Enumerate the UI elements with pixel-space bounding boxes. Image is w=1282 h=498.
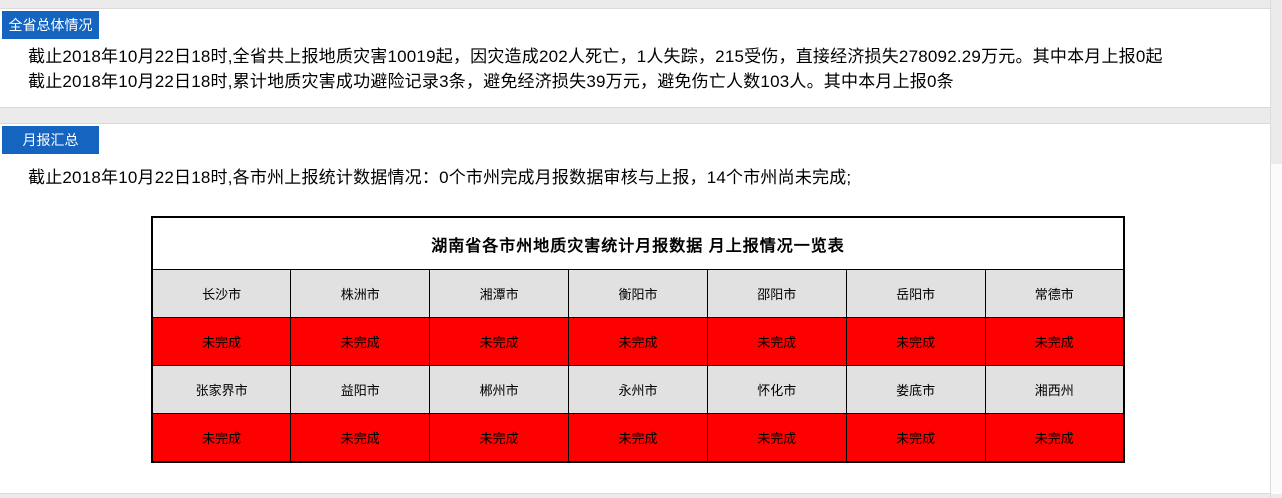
status-cell: 未完成 bbox=[151, 413, 292, 463]
status-cell: 未完成 bbox=[984, 317, 1125, 366]
status-row: 未完成 未完成 未完成 未完成 未完成 未完成 未完成 bbox=[151, 413, 1125, 463]
city-name-cell: 娄底市 bbox=[845, 365, 986, 414]
status-cell: 未完成 bbox=[984, 413, 1125, 463]
city-row: 张家界市 益阳市 郴州市 永州市 怀化市 娄底市 湘西州 bbox=[151, 365, 1125, 414]
status-cell: 未完成 bbox=[845, 317, 986, 366]
table-title: 湖南省各市州地质灾害统计月报数据 月上报情况一览表 bbox=[151, 216, 1125, 270]
status-cell: 未完成 bbox=[706, 413, 847, 463]
monthly-report-table: 湖南省各市州地质灾害统计月报数据 月上报情况一览表 长沙市 株洲市 湘潭市 衡阳市 邵阳… bbox=[151, 216, 1125, 463]
status-cell: 未完成 bbox=[429, 317, 570, 366]
status-cell: 未完成 bbox=[429, 413, 570, 463]
overview-line-avoidance: 截止2018年10月22日18时,累计地质灾害成功避险记录3条，避免经济损失39… bbox=[28, 72, 954, 91]
status-cell: 未完成 bbox=[568, 413, 708, 463]
section-monthly-summary: 月报汇总 截止2018年10月22日18时,各市州上报统计数据情况：0个市州完成… bbox=[0, 124, 1270, 190]
city-name-cell: 益阳市 bbox=[290, 365, 431, 414]
monthly-summary-line: 截止2018年10月22日18时,各市州上报统计数据情况：0个市州完成月报数据审… bbox=[28, 168, 852, 187]
table-title-row: 湖南省各市州地质灾害统计月报数据 月上报情况一览表 bbox=[151, 216, 1125, 270]
city-name-cell: 郴州市 bbox=[429, 365, 570, 414]
overview-line-disasters: 截止2018年10月22日18时,全省共上报地质灾害10019起，因灾造成202… bbox=[28, 47, 1163, 66]
city-name-cell: 常德市 bbox=[984, 269, 1125, 318]
city-name-cell: 湘西州 bbox=[984, 365, 1125, 414]
city-name-cell: 长沙市 bbox=[151, 269, 292, 318]
section-badge-monthly-summary: 月报汇总 bbox=[2, 126, 99, 154]
city-row: 长沙市 株洲市 湘潭市 衡阳市 邵阳市 岳阳市 常德市 bbox=[151, 269, 1125, 318]
city-name-cell: 永州市 bbox=[568, 365, 708, 414]
status-cell: 未完成 bbox=[290, 413, 431, 463]
scrollbar-track[interactable] bbox=[1270, 0, 1282, 498]
city-name-cell: 湘潭市 bbox=[429, 269, 570, 318]
top-divider-band bbox=[0, 0, 1282, 9]
section-province-overview: 全省总体情况 截止2018年10月22日18时,全省共上报地质灾害10019起，… bbox=[0, 9, 1270, 94]
status-row: 未完成 未完成 未完成 未完成 未完成 未完成 未完成 bbox=[151, 317, 1125, 366]
section-divider-band bbox=[0, 107, 1282, 124]
status-cell: 未完成 bbox=[568, 317, 708, 366]
status-cell: 未完成 bbox=[290, 317, 431, 366]
status-cell: 未完成 bbox=[706, 317, 847, 366]
section-badge-province-overview: 全省总体情况 bbox=[2, 11, 99, 39]
city-name-cell: 张家界市 bbox=[151, 365, 292, 414]
city-name-cell: 岳阳市 bbox=[845, 269, 986, 318]
province-overview-text: 截止2018年10月22日18时,全省共上报地质灾害10019起，因灾造成202… bbox=[28, 44, 1240, 94]
status-cell: 未完成 bbox=[845, 413, 986, 463]
city-name-cell: 怀化市 bbox=[706, 365, 847, 414]
bottom-divider-band bbox=[0, 493, 1282, 498]
city-name-cell: 株洲市 bbox=[290, 269, 431, 318]
city-name-cell: 衡阳市 bbox=[568, 269, 708, 318]
scrollbar-thumb[interactable] bbox=[1271, 164, 1282, 494]
city-name-cell: 邵阳市 bbox=[706, 269, 847, 318]
monthly-summary-text: 截止2018年10月22日18时,各市州上报统计数据情况：0个市州完成月报数据审… bbox=[28, 165, 1240, 190]
status-cell: 未完成 bbox=[151, 317, 292, 366]
